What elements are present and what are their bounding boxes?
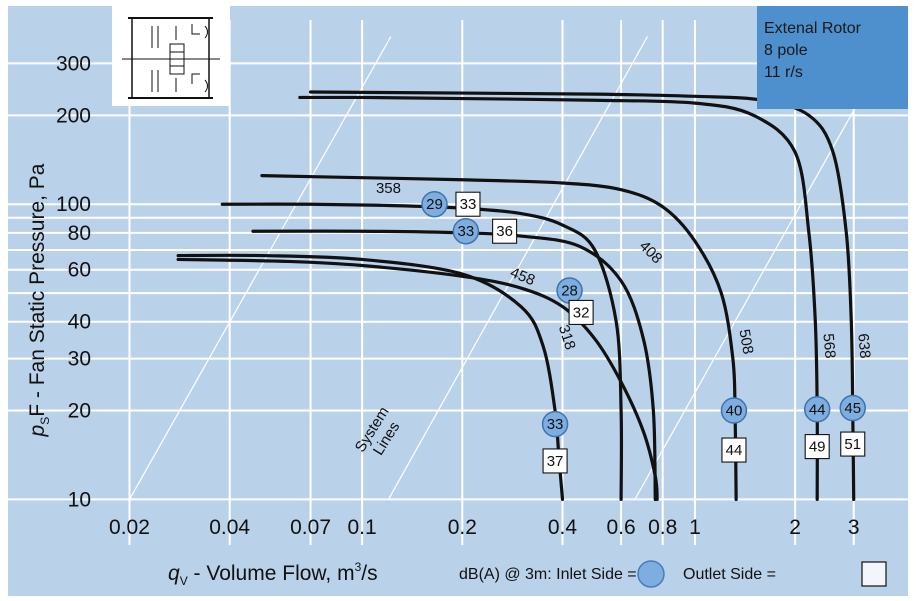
inlet-sound-value: 33	[458, 223, 475, 240]
inlet-sound-value: 29	[426, 196, 443, 213]
x-axis-title-text: - Volume Flow, m	[188, 562, 355, 585]
system-line	[387, 36, 648, 500]
fan-curve-508	[260, 174, 738, 502]
y-tick-label: 10	[68, 488, 91, 511]
x-axis-title-subscript: V	[180, 574, 188, 588]
outlet-sound-value: 49	[809, 439, 826, 456]
fan-curve-568	[298, 95, 819, 502]
outlet-sound-badge	[455, 191, 481, 217]
legend-outlet-square-icon	[861, 561, 887, 587]
legend-outlet-text: Outlet Side =	[683, 566, 776, 583]
info-box-line3: 11 r/s	[764, 64, 803, 81]
fan-curve-label-358: 358	[376, 180, 401, 197]
outlet-sound-badge	[721, 437, 747, 463]
outlet-sound-badge	[542, 448, 568, 474]
info-box-line2: 8 pole	[764, 42, 808, 59]
x-tick-label: 0.07	[290, 516, 331, 539]
legend: dB(A) @ 3m: Inlet Side = Outlet Side =	[459, 560, 887, 588]
legend-inlet-text: dB(A) @ 3m: Inlet Side =	[459, 566, 637, 583]
outlet-sound-value: 36	[496, 223, 513, 240]
x-tick-label: 0.02	[109, 516, 150, 539]
fan-curves	[176, 90, 856, 502]
fan-curve-638	[308, 90, 856, 502]
fan-housing-icon	[112, 6, 230, 106]
system-line	[128, 36, 392, 500]
y-tick-label: 80	[68, 222, 91, 245]
fan-curve-408	[251, 229, 657, 502]
inlet-sound-badge	[839, 394, 867, 422]
x-tick-label: 0.1	[348, 516, 377, 539]
y-axis-title-subscript: S	[38, 417, 52, 425]
x-tick-label: 0.4	[548, 516, 578, 539]
outlet-sound-badge	[804, 434, 830, 460]
inlet-sound-value: 45	[844, 400, 861, 417]
system-line	[634, 36, 896, 500]
x-tick-label: 2	[789, 516, 801, 539]
outlet-sound-badge	[840, 431, 866, 457]
legend-inlet-circle-icon	[637, 560, 665, 588]
info-box-line1: Extenal Rotor	[764, 20, 862, 37]
outlet-sound-value: 51	[844, 436, 861, 453]
fan-curve-label-318: 318	[555, 323, 579, 352]
outlet-sound-badge	[568, 299, 594, 325]
x-axis-title: qV - Volume Flow, m3/s	[168, 560, 378, 588]
fan-curve-label-568: 568	[819, 333, 838, 359]
svg-text:pSF - Fan Static Pressure, Pa: pSF - Fan Static Pressure, Pa	[26, 163, 52, 437]
info-box: Extenal Rotor 8 pole 11 r/s	[757, 6, 908, 109]
y-tick-labels: 10 20 30 40 60 80 100 200 300	[56, 52, 91, 511]
x-tick-label: 0.2	[448, 516, 477, 539]
y-tick-label: 20	[68, 400, 91, 423]
outlet-sound-value: 44	[726, 442, 743, 459]
y-axis-title-text: F - Fan Static Pressure, Pa	[26, 163, 49, 417]
sound-level-badges: 29 33 28 33 40 44 45 33 36 32 37 44 49 51	[421, 190, 867, 474]
y-axis-title-symbol: p	[26, 425, 49, 438]
y-tick-label: 200	[56, 104, 91, 127]
inlet-sound-badge	[452, 217, 480, 245]
inlet-sound-value: 28	[561, 283, 578, 300]
inlet-sound-value: 44	[809, 401, 826, 418]
fan-curve-label-508: 508	[735, 328, 756, 356]
y-tick-label: 100	[56, 193, 91, 216]
inlet-sound-badge	[541, 410, 569, 438]
x-axis-title-unit-end: /s	[361, 562, 377, 585]
x-tick-label: 1	[689, 516, 701, 539]
y-axis-title: pSF - Fan Static Pressure, Pa	[26, 163, 52, 437]
fan-curve-458	[176, 257, 659, 502]
fan-curve-label-638: 638	[854, 333, 873, 359]
outlet-sound-value: 33	[460, 196, 477, 213]
x-tick-labels: 0.02 0.04 0.07 0.1 0.2 0.4 0.6 0.8 1 2 3	[109, 516, 860, 539]
inlet-sound-badge	[720, 397, 748, 424]
x-tick-label: 0.6	[606, 516, 635, 539]
y-tick-label: 40	[68, 311, 91, 334]
y-tick-label: 60	[68, 259, 91, 282]
x-axis-title-symbol: q	[168, 562, 180, 585]
x-axis-title-superscript: 3	[355, 560, 362, 574]
outlet-sound-value: 32	[573, 304, 590, 321]
outlet-sound-badge	[492, 218, 518, 244]
y-tick-label: 30	[68, 348, 91, 371]
outlet-sound-value: 37	[547, 453, 564, 470]
x-tick-label: 0.8	[648, 516, 677, 539]
x-tick-label: 0.04	[209, 516, 250, 539]
system-lines	[128, 36, 896, 500]
inlet-sound-value: 40	[726, 403, 743, 420]
inlet-sound-value: 33	[547, 416, 564, 433]
inlet-sound-badge	[803, 396, 831, 423]
y-tick-label: 300	[56, 52, 91, 75]
inlet-sound-badge	[421, 190, 448, 218]
x-tick-label: 3	[848, 516, 860, 539]
